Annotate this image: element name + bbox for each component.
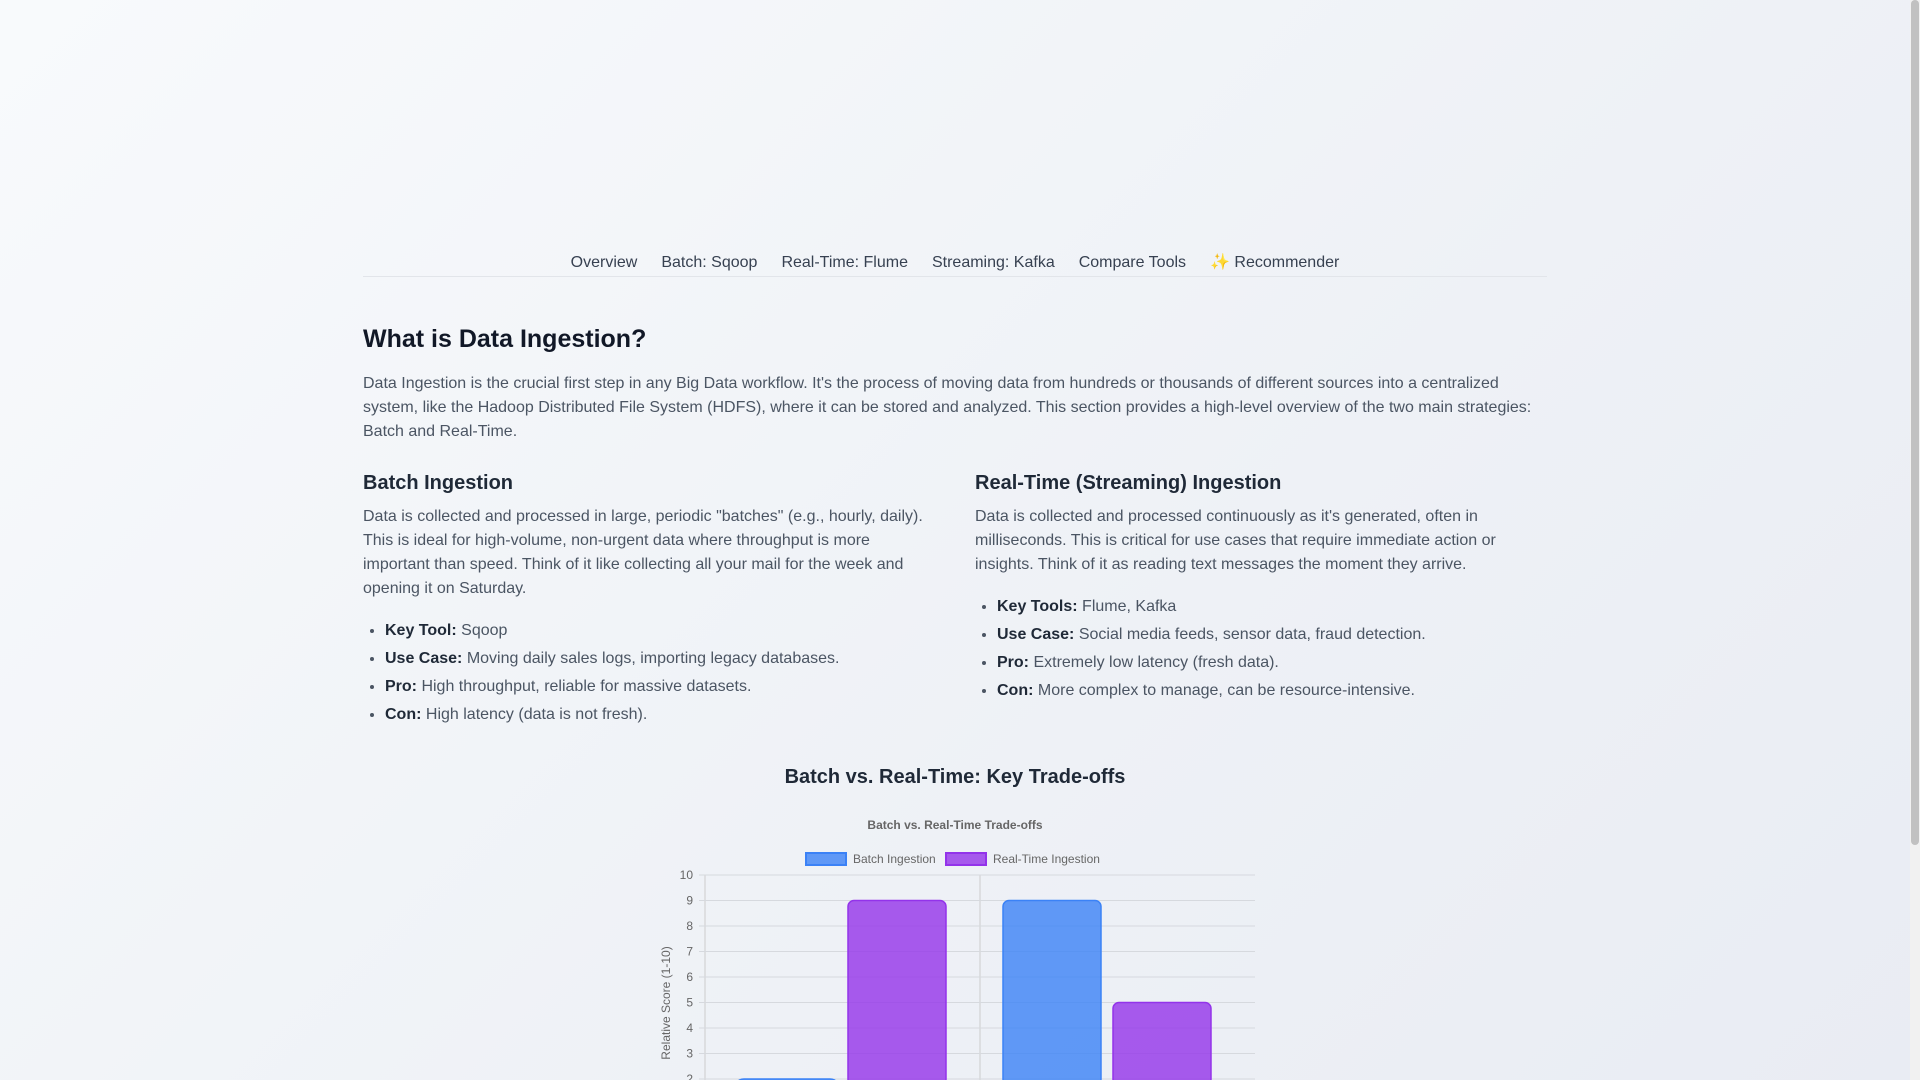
- batch-text: Data is collected and processed in large…: [363, 508, 923, 597]
- batch-column: Batch Ingestion Data is collected and pr…: [363, 472, 935, 729]
- list-item: Use Case: Social media feeds, sensor dat…: [997, 621, 1547, 649]
- y-tick-label: 4: [686, 1021, 693, 1035]
- chart-section-title: Batch vs. Real-Time: Key Trade-offs: [784, 766, 1126, 788]
- realtime-column: Real-Time (Streaming) Ingestion Data is …: [975, 472, 1547, 729]
- y-tick-label: 10: [680, 868, 694, 882]
- legend-swatch: [805, 852, 847, 866]
- bar: [1112, 1001, 1212, 1080]
- nav-realtime-flume[interactable]: Real-Time: Flume: [781, 254, 908, 271]
- bar: [1002, 899, 1102, 1080]
- nav-streaming-kafka[interactable]: Streaming: Kafka: [931, 254, 1055, 271]
- legend-label: Real-Time Ingestion: [993, 852, 1100, 866]
- nav-recommender[interactable]: ✨ Recommender: [1210, 254, 1340, 271]
- y-tick-label: 3: [686, 1047, 693, 1061]
- y-axis-label: Relative Score (1-10): [659, 946, 673, 1059]
- list-item: Pro: High throughput, reliable for massi…: [385, 673, 935, 701]
- y-tick-label: 8: [686, 919, 693, 933]
- realtime-title: Real-Time (Streaming) Ingestion: [975, 472, 1282, 494]
- main-nav: Overview Batch: Sqoop Real-Time: Flume S…: [363, 250, 1547, 277]
- batch-title: Batch Ingestion: [363, 472, 514, 494]
- list-item: Use Case: Moving daily sales logs, impor…: [385, 645, 935, 673]
- list-item: Pro: Extremely low latency (fresh data).: [997, 649, 1547, 677]
- section-title: What is Data Ingestion?: [363, 325, 647, 353]
- legend-label: Batch Ingestion: [853, 852, 936, 866]
- nav-compare-tools[interactable]: Compare Tools: [1078, 254, 1187, 271]
- nav-overview[interactable]: Overview: [570, 254, 638, 271]
- y-tick-label: 9: [686, 894, 693, 908]
- chart-title: Batch vs. Real-Time Trade-offs: [867, 818, 1042, 832]
- overview-section: What is Data Ingestion? Data Ingestion i…: [363, 325, 1547, 729]
- y-tick-label: 5: [686, 996, 693, 1010]
- bar: [847, 899, 947, 1080]
- legend-swatch: [945, 852, 987, 866]
- list-item: Key Tool: Sqoop: [385, 617, 935, 645]
- list-item: Con: High latency (data is not fresh).: [385, 701, 935, 729]
- y-tick-label: 2: [686, 1072, 693, 1080]
- list-item: Con: More complex to manage, can be reso…: [997, 677, 1547, 705]
- y-tick-label: 7: [686, 945, 693, 959]
- realtime-text: Data is collected and processed continuo…: [975, 508, 1496, 573]
- y-tick-label: 6: [686, 970, 693, 984]
- scrollbar[interactable]: [1910, 0, 1920, 1080]
- scrollbar-thumb[interactable]: [1911, 0, 1919, 845]
- nav-batch-sqoop[interactable]: Batch: Sqoop: [661, 254, 758, 271]
- intro-text: Data Ingestion is the crucial first step…: [363, 375, 1532, 440]
- list-item: Key Tools: Flume, Kafka: [997, 593, 1547, 621]
